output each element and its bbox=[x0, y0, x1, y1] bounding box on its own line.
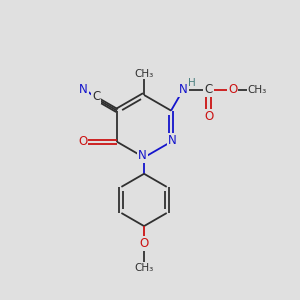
Text: CH₃: CH₃ bbox=[134, 69, 154, 79]
Text: O: O bbox=[140, 237, 149, 250]
Text: CH₃: CH₃ bbox=[134, 263, 154, 273]
Text: H: H bbox=[188, 78, 196, 88]
Text: CH₃: CH₃ bbox=[248, 85, 267, 94]
Text: O: O bbox=[204, 110, 213, 123]
Text: O: O bbox=[78, 135, 88, 148]
Text: C: C bbox=[204, 83, 213, 96]
Text: N: N bbox=[179, 83, 188, 96]
Text: N: N bbox=[79, 83, 88, 96]
Text: N: N bbox=[138, 149, 147, 162]
Text: C: C bbox=[92, 90, 100, 104]
Text: O: O bbox=[228, 83, 238, 96]
Text: N: N bbox=[168, 134, 177, 147]
